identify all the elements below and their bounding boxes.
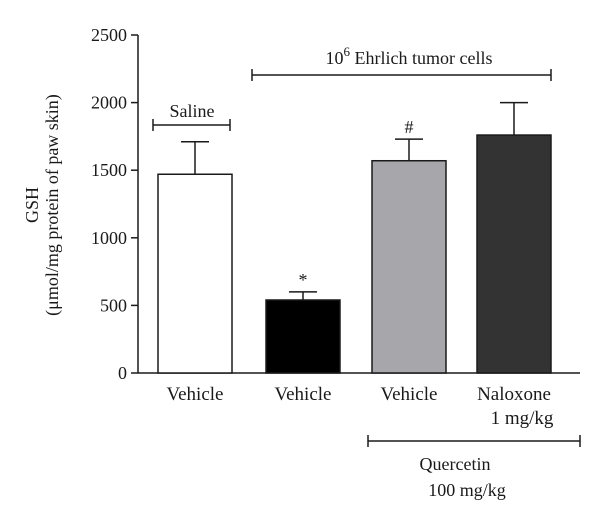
significance-marker: # — [405, 117, 414, 137]
category-label: Naloxone — [477, 384, 551, 405]
quercetin-label-line1: Quercetin — [420, 454, 491, 474]
significance-marker: * — [299, 270, 308, 290]
bar — [265, 299, 341, 374]
bar — [476, 134, 552, 374]
category-label: Vehicle — [275, 384, 332, 405]
tumor-annotation: 106 Ehrlich tumor cells — [251, 44, 552, 81]
y-tick-label: 1500 — [91, 160, 127, 180]
bar — [157, 173, 233, 374]
saline-label: Saline — [170, 101, 215, 121]
tumor-label-prefix: 10 — [326, 48, 344, 68]
quercetin-label-line2: 100 mg/kg — [428, 480, 506, 500]
category-label: Vehicle — [381, 384, 438, 405]
tumor-label-suffix: Ehrlich tumor cells — [350, 48, 492, 68]
y-axis-title-line1: GSH — [22, 187, 42, 223]
y-tick-label: 0 — [118, 363, 127, 383]
quercetin-annotation: Quercetin 100 mg/kg — [367, 435, 581, 500]
y-tick-label: 2500 — [91, 25, 127, 45]
y-tick-label: 1000 — [91, 228, 127, 248]
y-ticks: 0 500 1000 1500 2000 2500 — [91, 25, 138, 383]
category-labels: Vehicle Vehicle Vehicle Naloxone 1 mg/kg — [167, 384, 554, 429]
tumor-label-exponent: 6 — [344, 44, 351, 59]
y-axis-title: GSH (μmol/mg protein of paw skin) — [22, 94, 63, 316]
y-tick-label: 500 — [100, 295, 127, 315]
bar — [371, 159, 447, 374]
category-sublabel: 1 mg/kg — [491, 408, 554, 429]
category-label: Vehicle — [167, 384, 224, 405]
tumor-label: 106 Ehrlich tumor cells — [326, 44, 493, 68]
y-axis-title-line2: (μmol/mg protein of paw skin) — [42, 94, 63, 316]
saline-annotation: Saline — [152, 101, 231, 131]
bars: *# — [157, 101, 552, 374]
y-tick-label: 2000 — [91, 93, 127, 113]
